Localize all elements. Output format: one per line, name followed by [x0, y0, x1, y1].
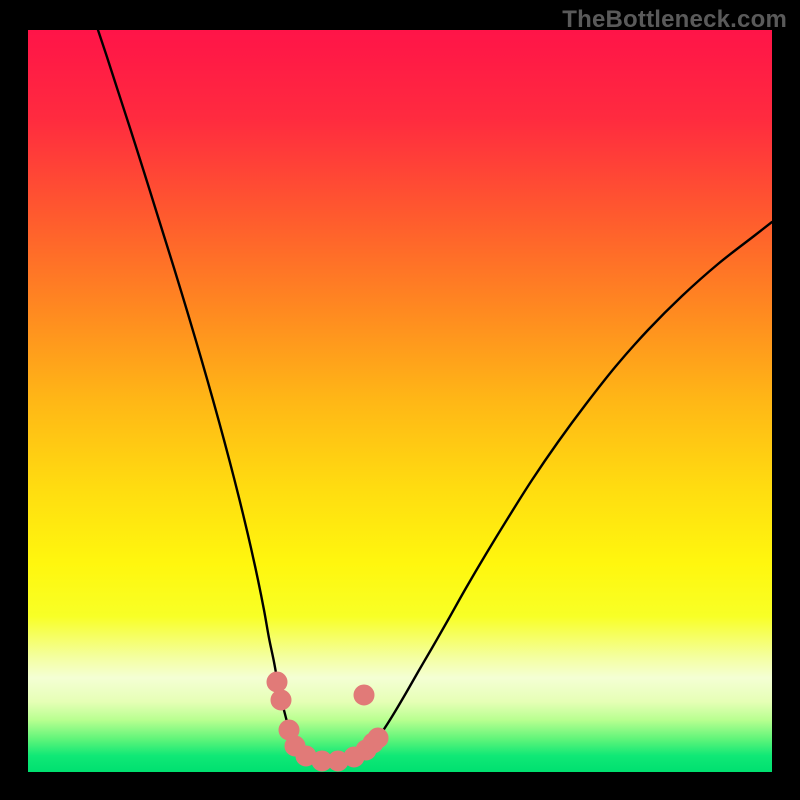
marker-point: [354, 685, 374, 705]
chart-plot-area: [28, 30, 772, 772]
watermark-text: TheBottleneck.com: [562, 6, 787, 34]
marker-point: [368, 728, 388, 748]
marker-point: [271, 690, 291, 710]
marker-point: [267, 672, 287, 692]
chart-svg: [28, 30, 772, 772]
gradient-background: [28, 30, 772, 772]
